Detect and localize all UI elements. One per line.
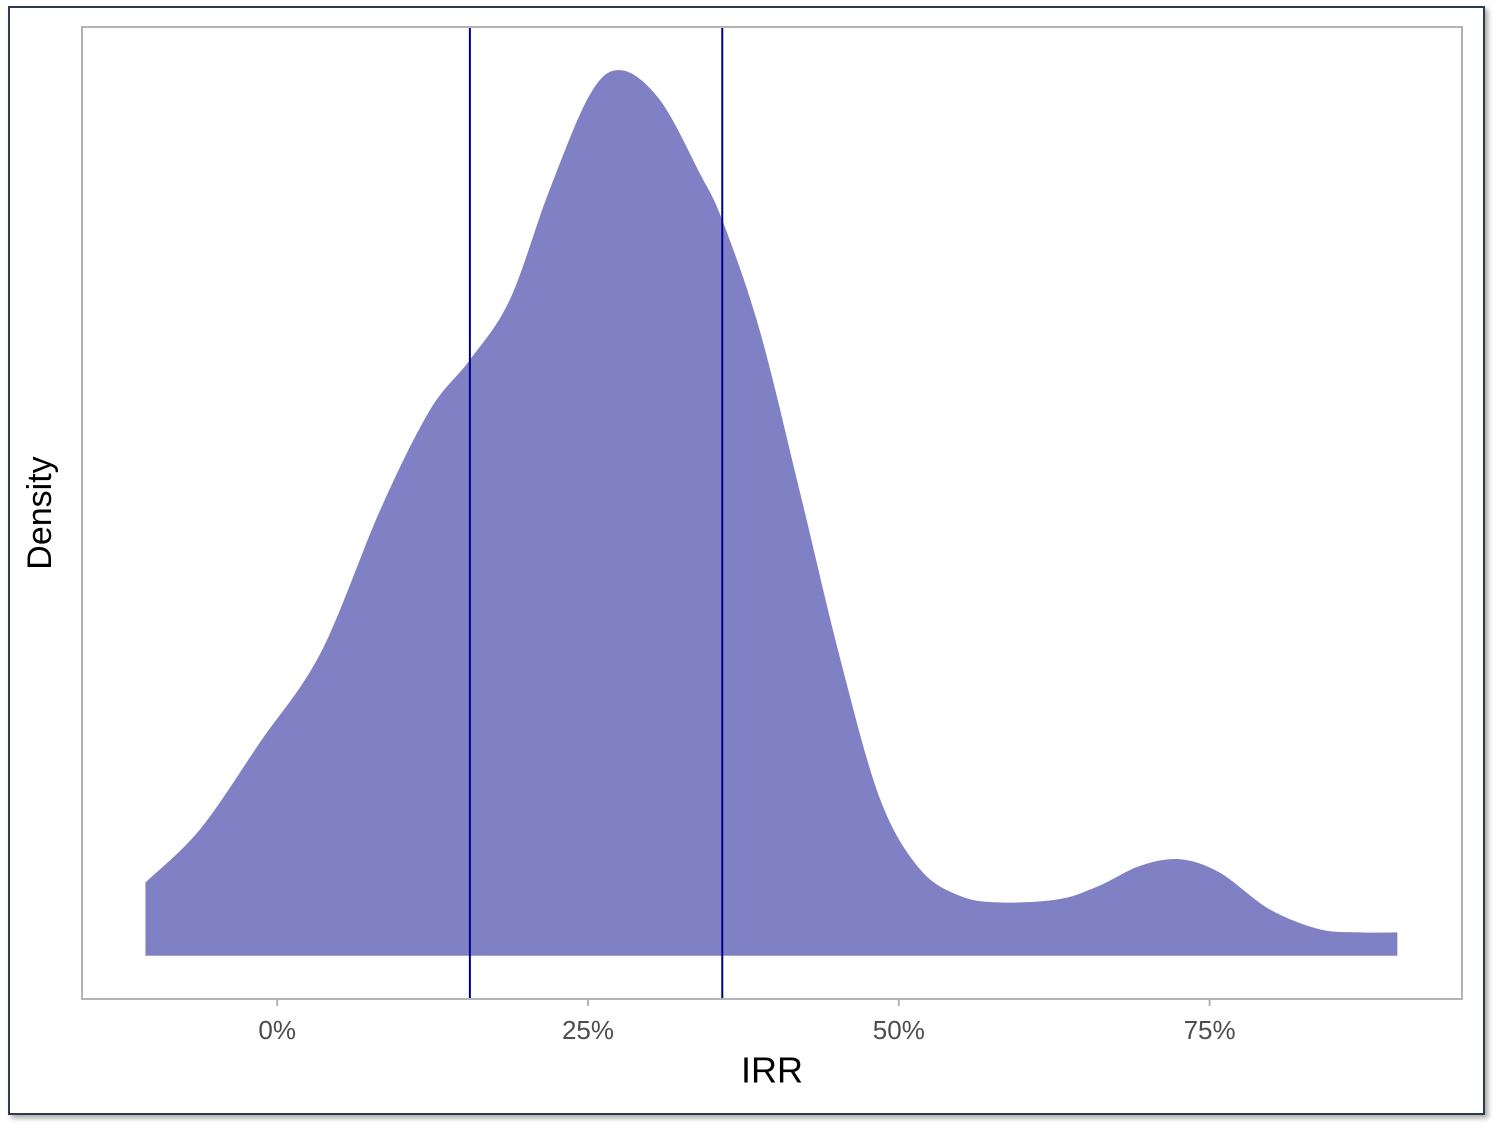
- panel-border: [81, 26, 1463, 1000]
- x-tick-label: 50%: [873, 1015, 925, 1045]
- density-area: [145, 70, 1398, 956]
- x-tick-label: 0%: [258, 1015, 296, 1045]
- x-tick-label: 75%: [1184, 1015, 1236, 1045]
- y-axis-title: Density: [21, 456, 59, 569]
- x-axis-title: IRR: [741, 1050, 803, 1091]
- x-tick-label: 25%: [562, 1015, 614, 1045]
